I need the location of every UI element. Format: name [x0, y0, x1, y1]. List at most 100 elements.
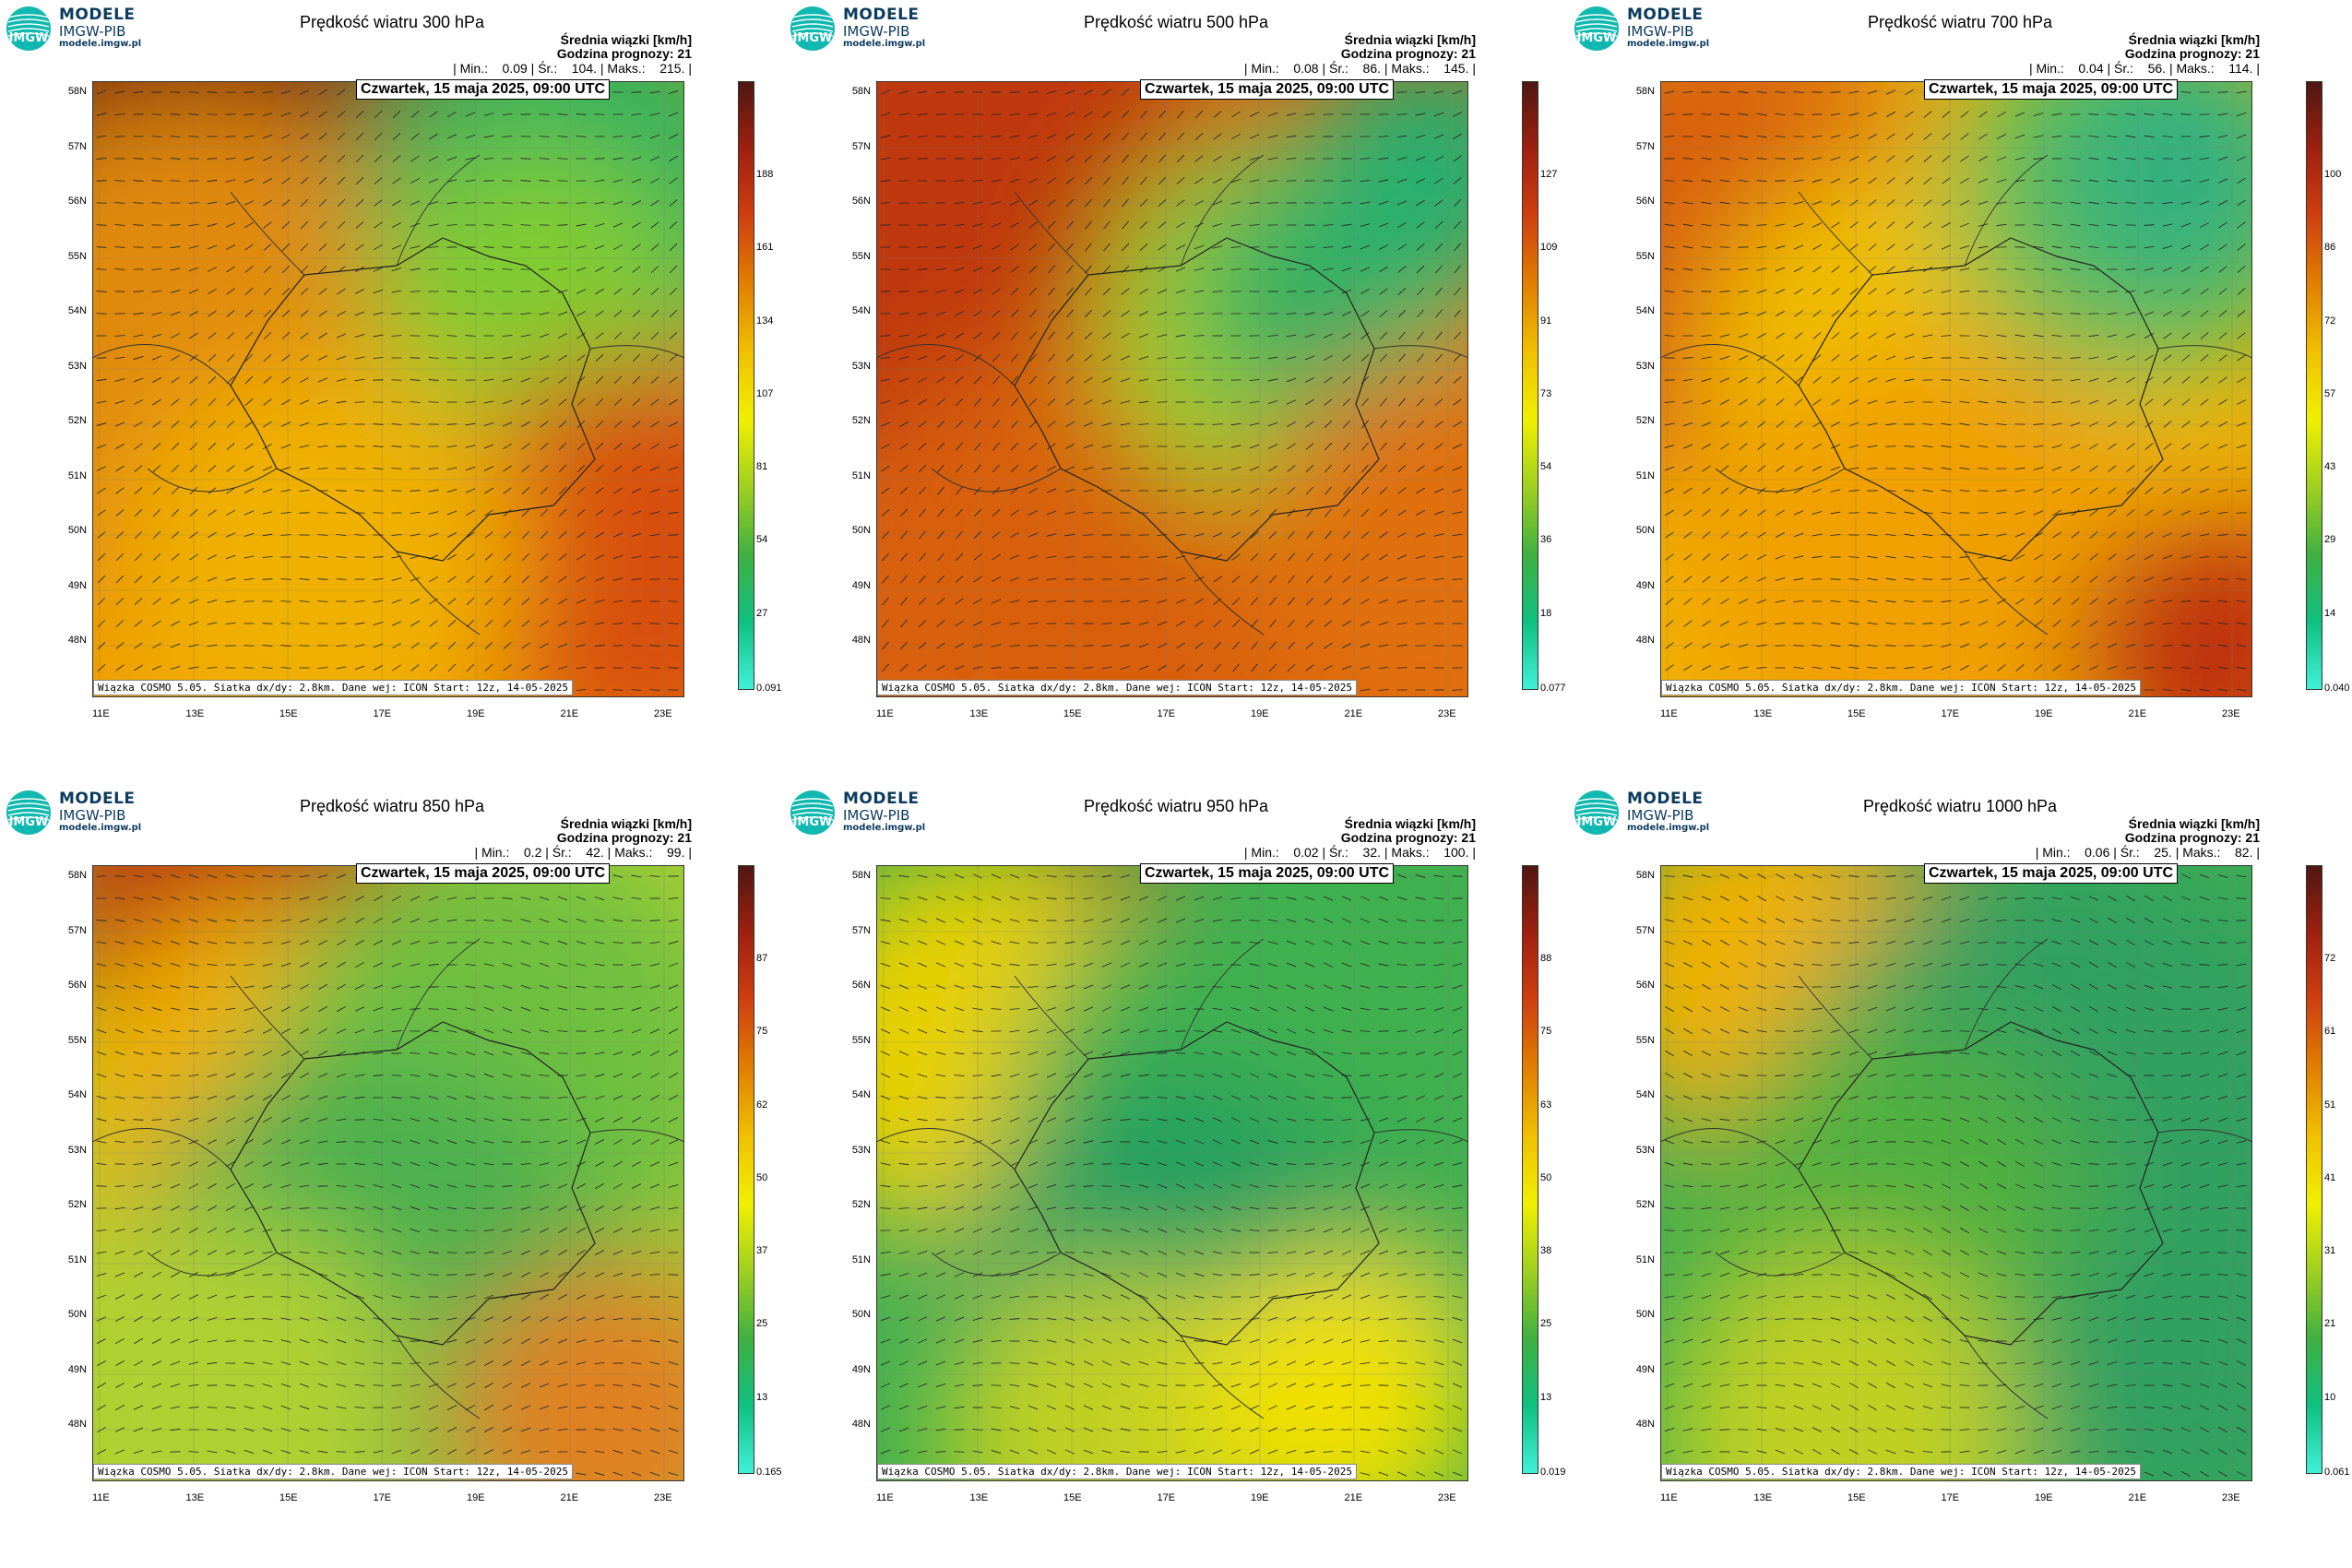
colorbar-tick-label: 81 [756, 461, 768, 473]
latitude-label: 53N [851, 1144, 871, 1156]
longitude-label: 17E [1157, 708, 1176, 719]
latitude-label: 57N [851, 924, 871, 936]
colorbar-tick-label: 87 [756, 953, 768, 965]
latitude-label: 57N [1635, 140, 1655, 152]
latitude-label: 51N [851, 1253, 871, 1265]
brand-name: MODELE [1627, 6, 1704, 24]
colorbar-tick-label: 50 [1540, 1171, 1552, 1183]
longitude-label: 23E [654, 708, 672, 719]
forecast-hour: Godzina prognozy: 21 [1340, 830, 1476, 845]
panel-subtitle: Średnia wiązki [km/h] [560, 32, 692, 47]
latitude-label: 49N [851, 1363, 871, 1375]
latitude-label: 48N [67, 1419, 87, 1430]
forecast-hour: Godzina prognozy: 21 [556, 830, 692, 845]
longitude-label: 11E [876, 708, 894, 719]
svg-text:IMGW: IMGW [1577, 815, 1617, 829]
brand-name: MODELE [843, 6, 920, 24]
panel-subtitle: Średnia wiązki [km/h] [1344, 32, 1476, 47]
colorbar-tick-label: 109 [1540, 242, 1558, 254]
colorbar-tick-label: 50 [756, 1171, 768, 1183]
colorbar-tick-label: 127 [1540, 169, 1558, 181]
latitude-label: 50N [67, 525, 87, 536]
colorbar-tick-label: 54 [1540, 461, 1552, 473]
latitude-label: 57N [1635, 924, 1655, 936]
wind-vectors [880, 873, 1463, 1477]
colorbar-tick-label: 62 [756, 1099, 768, 1111]
colorbar [1522, 81, 1538, 690]
latitude-label: 50N [851, 525, 871, 536]
wind-field-region [1660, 1253, 2029, 1481]
latitude-label: 52N [851, 1199, 871, 1210]
colorbar-tick-label: 36 [1540, 534, 1552, 546]
forecast-date: Czwartek, 15 maja 2025, 09:00 UTC [1924, 863, 2179, 884]
colorbar-tick-label: 107 [756, 387, 774, 399]
latitude-label: 48N [851, 635, 871, 646]
latitude-label: 52N [1635, 415, 1655, 426]
panel-title: Prędkość wiatru 700 hPa [1867, 13, 2053, 31]
colorbar-tick-label: 25 [1540, 1318, 1552, 1330]
wind-map [92, 81, 684, 697]
brand-org: IMGW-PIB [843, 807, 910, 824]
brand-url: modele.imgw.pl [1627, 39, 1710, 49]
colorbar-tick-label: 134 [756, 315, 774, 327]
colorbar-tick-label: 88 [1540, 953, 1552, 965]
latitude-label: 51N [67, 1253, 87, 1265]
longitude-label: 23E [1438, 708, 1456, 719]
latitude-label: 58N [1635, 86, 1655, 97]
wind-field-region [92, 1216, 415, 1481]
panel-subtitle: Średnia wiązki [km/h] [1344, 816, 1476, 831]
latitude-label: 49N [67, 579, 87, 591]
colorbar-tick-label: 0.091 [756, 683, 782, 694]
wind-map [876, 81, 1468, 697]
latitude-label: 58N [67, 870, 87, 881]
panel-subtitle: Średnia wiązki [km/h] [560, 816, 692, 831]
latitude-label: 49N [67, 1363, 87, 1375]
latitude-label: 51N [851, 469, 871, 481]
stats-line: | Min.: 0.08 | Śr.: 86. | Maks.: 145. | [1243, 61, 1476, 76]
forecast-panel: IMGW MODELE IMGW-PIB modele.imgw.pl Prędkość… [0, 784, 784, 1568]
latitude-label: 57N [851, 140, 871, 152]
imgw-logo-icon: IMGW [6, 790, 51, 835]
colorbar-tick-label: 13 [1540, 1391, 1552, 1403]
wind-map [92, 865, 684, 1481]
longitude-label: 11E [92, 708, 110, 719]
longitude-label: 17E [1941, 708, 1960, 719]
colorbar-tick-label: 61 [2324, 1026, 2336, 1038]
wind-field-region [120, 358, 526, 697]
wind-map [876, 865, 1468, 1481]
model-info: Wiązka COSMO 5.05. Siatka dx/dy: 2.8km. … [877, 680, 1357, 695]
forecast-panel: IMGW MODELE IMGW-PIB modele.imgw.pl Prędkość… [784, 0, 1568, 784]
latitude-label: 58N [1635, 870, 1655, 881]
latitude-label: 56N [1635, 196, 1655, 207]
brand-name: MODELE [1627, 790, 1704, 808]
colorbar-tick-label: 10 [2324, 1391, 2336, 1403]
wind-vectors [96, 88, 679, 695]
latitude-label: 56N [67, 196, 87, 207]
latitude-label: 52N [67, 1199, 87, 1210]
latitude-label: 48N [67, 635, 87, 646]
brand-url: modele.imgw.pl [1627, 823, 1710, 833]
colorbar-tick-label: 54 [756, 534, 768, 546]
brand-name: MODELE [843, 790, 920, 808]
latitude-label: 53N [1635, 360, 1655, 372]
forecast-date: Czwartek, 15 maja 2025, 09:00 UTC [1140, 863, 1395, 884]
imgw-logo-icon: IMGW [1574, 6, 1619, 51]
latitude-label: 55N [67, 1034, 87, 1046]
panel-subtitle: Średnia wiązki [km/h] [2128, 32, 2260, 47]
wind-field-region [452, 1262, 684, 1481]
longitude-label: 21E [2128, 708, 2147, 719]
stats-line: | Min.: 0.06 | Śr.: 25. | Maks.: 82. | [2035, 845, 2260, 860]
colorbar-tick-label: 37 [756, 1245, 768, 1257]
longitude-label: 21E [1344, 1492, 1363, 1503]
wind-field-region [1245, 358, 1468, 697]
colorbar-tick-label: 72 [2324, 315, 2336, 327]
latitude-label: 52N [1635, 1199, 1655, 1210]
latitude-label: 56N [67, 980, 87, 991]
colorbar-tick-label: 86 [2324, 242, 2336, 254]
latitude-label: 56N [851, 980, 871, 991]
longitude-label: 19E [2035, 1492, 2053, 1503]
brand-url: modele.imgw.pl [843, 823, 926, 833]
svg-text:IMGW: IMGW [9, 815, 49, 829]
longitude-label: 23E [654, 1492, 672, 1503]
colorbar-tick-label: 0.061 [2324, 1467, 2350, 1478]
